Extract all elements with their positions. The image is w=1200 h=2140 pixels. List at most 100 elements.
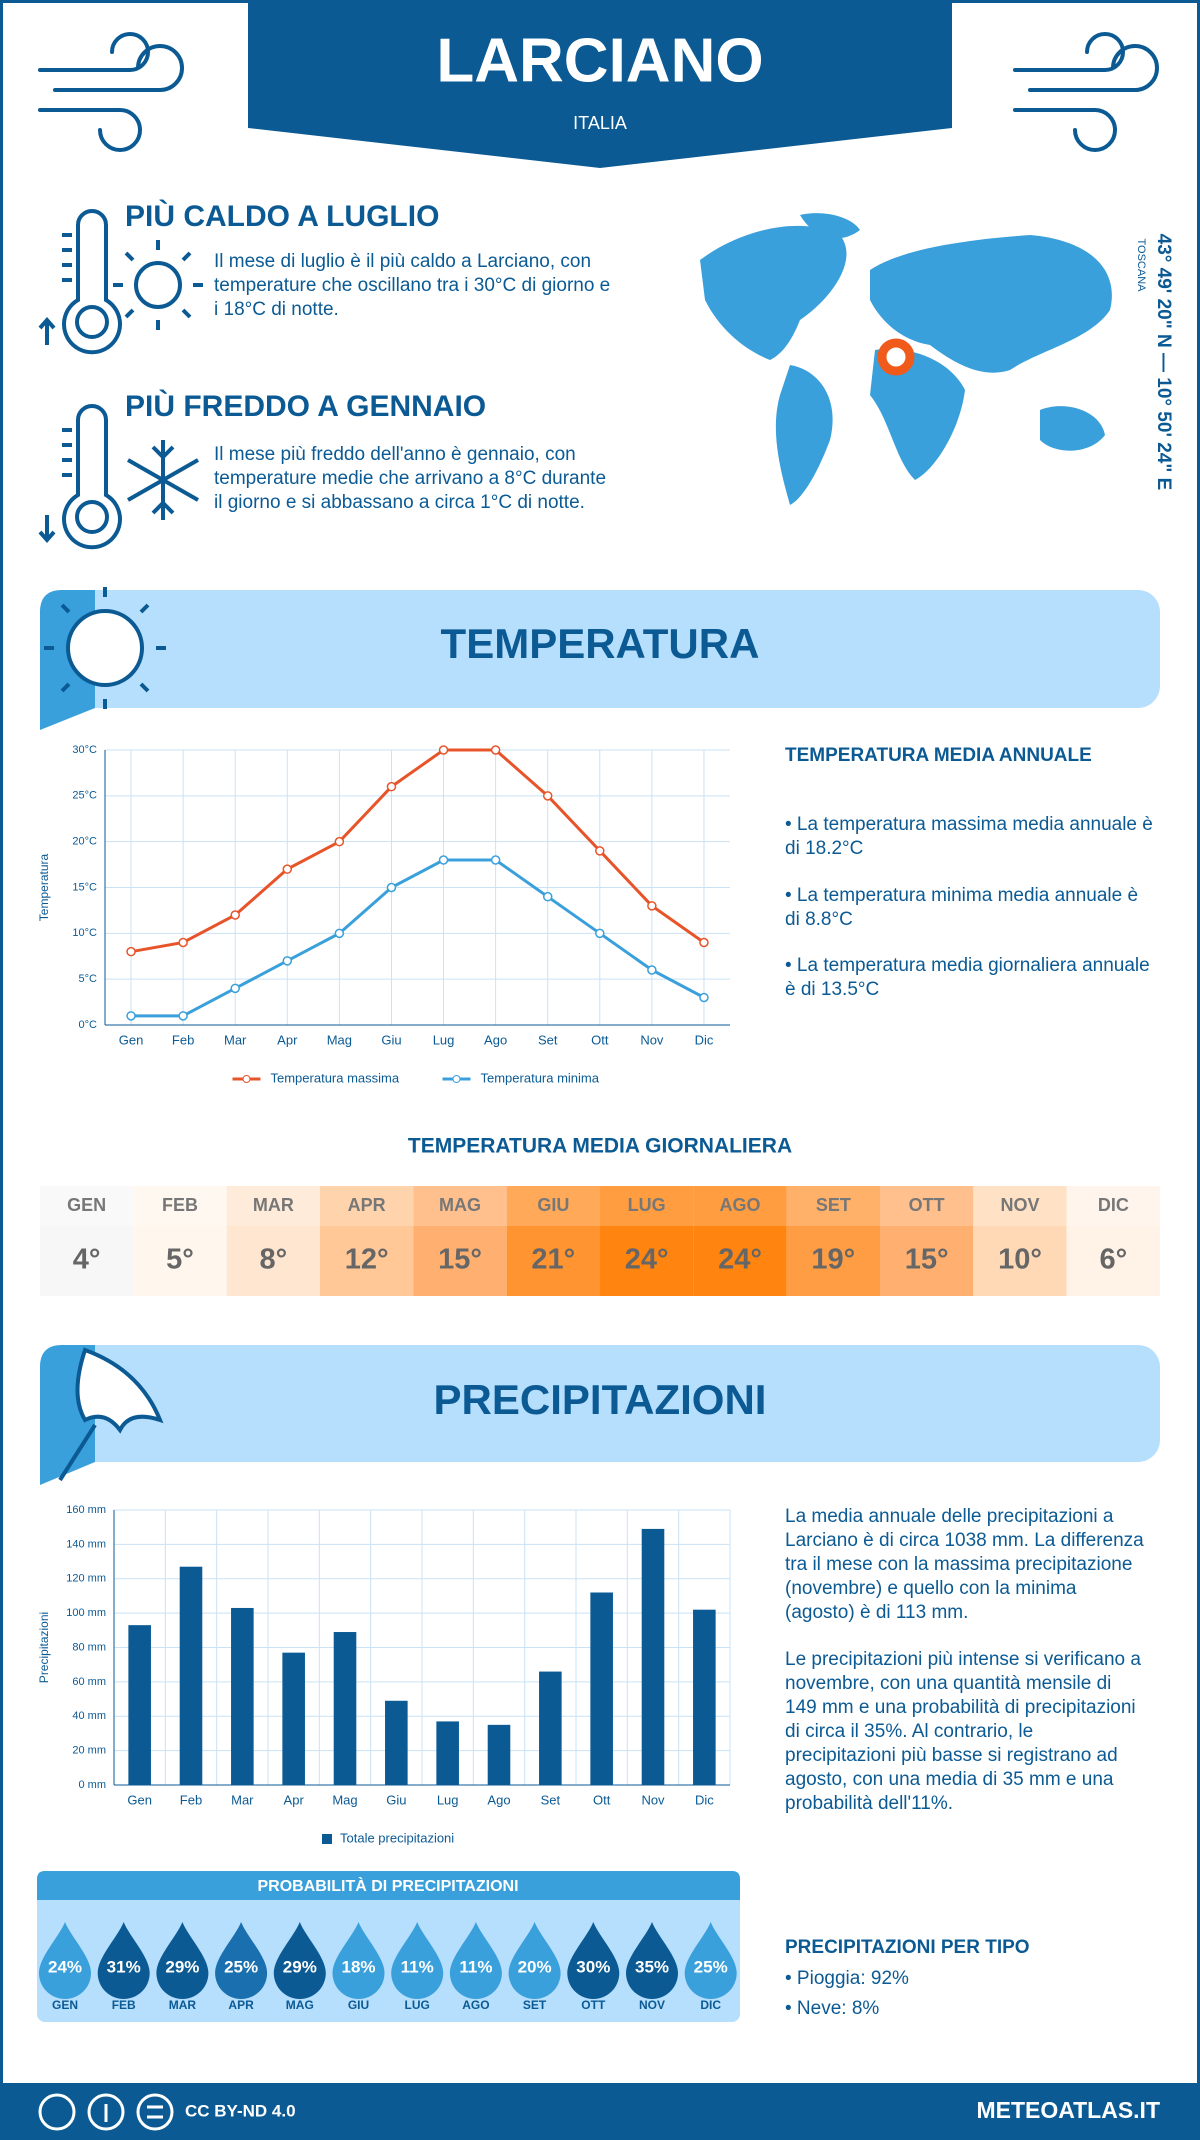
y-axis-label: Precipitazioni [37,1612,51,1683]
y-tick-label: 100 mm [66,1607,106,1619]
y-tick-label: 10°C [72,927,97,939]
probability-value: 25% [694,1957,728,1976]
probability-month: MAG [286,1998,314,2012]
point [490,855,501,865]
table-cell [880,1226,974,1296]
temperature-value: 12° [345,1244,389,1276]
x-tick-label: Ott [593,1792,611,1807]
line [130,748,705,954]
temperature-value: 21° [531,1244,575,1276]
probability-month: AGO [462,1998,489,2012]
world-map [700,213,1112,505]
drop [156,1922,209,2000]
temperature-value: 5° [166,1244,194,1276]
point [126,1011,136,1021]
x-tick-label: Mar [231,1792,254,1807]
point [542,791,553,801]
probability-month: GEN [52,1998,78,2012]
thermometer-hot [38,209,203,355]
license-icons [38,2093,174,2131]
temperature-value: 15° [438,1244,482,1276]
probability-value: 18% [341,1957,375,1976]
x-tick-label: Mag [332,1792,357,1807]
probability-value: 29% [165,1957,199,1976]
header-banner [248,0,952,168]
probability-value: 31% [107,1957,141,1976]
table-cell [506,1226,600,1296]
drop [449,1922,502,2000]
highlight-title: PIÙ FREDDO A GENNAIO [125,390,487,423]
point [647,965,657,975]
month-header: GIU [537,1195,569,1215]
drop [567,1922,620,2000]
table-cell [786,1186,880,1226]
probability-month: FEB [112,1998,136,2012]
legend-label: Temperatura massima [271,1070,400,1085]
section-title: TEMPERATURA [441,620,760,667]
temperature-value: 8° [259,1244,287,1276]
bar [333,1632,357,1785]
table-cell [600,1226,694,1296]
probability-month: NOV [639,1998,665,2012]
point [282,956,293,966]
precip-type: • Neve: 8% [785,1998,880,2019]
y-axis-label: Temperatura [37,853,51,921]
temperature-value: 4° [73,1244,101,1276]
point [699,992,709,1003]
bar [641,1528,665,1785]
point [386,781,397,792]
site: METEOATLAS.IT [976,2097,1160,2123]
city-title: LARCIANO [436,26,763,95]
month-header: AGO [719,1195,760,1215]
probability-value: 11% [459,1957,492,1976]
y-tick-label: 15°C [72,881,97,893]
table-cell [413,1226,507,1296]
y-tick-label: 20°C [72,836,97,848]
probability-month: DIC [700,1998,721,2012]
temperature-value: 19° [811,1244,855,1276]
section-title: PRECIPITAZIONI [434,1376,767,1423]
probability-value: 24% [48,1957,82,1976]
footer-bar [0,2083,1200,2140]
table-cell [973,1226,1067,1296]
x-tick-label: Apr [277,1032,298,1047]
country: ITALIA [573,113,627,133]
legend-swatch [452,1075,461,1083]
line [131,858,705,1018]
x-tick-label: Feb [172,1032,194,1047]
drop [273,1922,326,2000]
bar [282,1652,305,1785]
temperature-value: 24° [718,1244,762,1276]
probability-value: 29% [283,1957,317,1976]
drop [391,1922,444,1999]
probability-header [37,1871,740,1900]
table-cell [413,1186,507,1226]
y-tick-label: 60 mm [72,1676,106,1688]
table-cell [600,1186,694,1226]
drop [684,1922,737,2000]
y-tick-label: 0 mm [79,1779,107,1791]
x-tick-label: Set [541,1792,561,1807]
month-header: MAG [439,1195,481,1215]
month-header: NOV [1000,1195,1039,1215]
month-header: SET [816,1195,851,1215]
y-tick-label: 5°C [79,973,98,985]
highlight-text: Il mese di luglio è il più caldo a Larci… [214,251,611,320]
y-tick-label: 25°C [72,790,97,802]
point [178,937,188,948]
table-cell [226,1186,320,1226]
probability-box [37,1871,740,2022]
table-cell [1066,1226,1160,1296]
x-tick-label: Mag [327,1032,352,1047]
probability-value: 20% [518,1957,552,1976]
table-cell [226,1226,320,1296]
month-header: GEN [67,1195,106,1215]
probability-month: SET [523,1998,547,2012]
point [334,928,345,939]
probability-month: LUG [405,1998,430,2012]
annual-note: • La temperatura massima media annuale è… [785,814,1153,859]
bar [590,1592,613,1785]
annual-note: • La temperatura minima media annuale è … [785,885,1139,930]
types-title: PRECIPITAZIONI PER TIPO [785,1937,1030,1958]
x-tick-label: Lug [437,1792,459,1807]
